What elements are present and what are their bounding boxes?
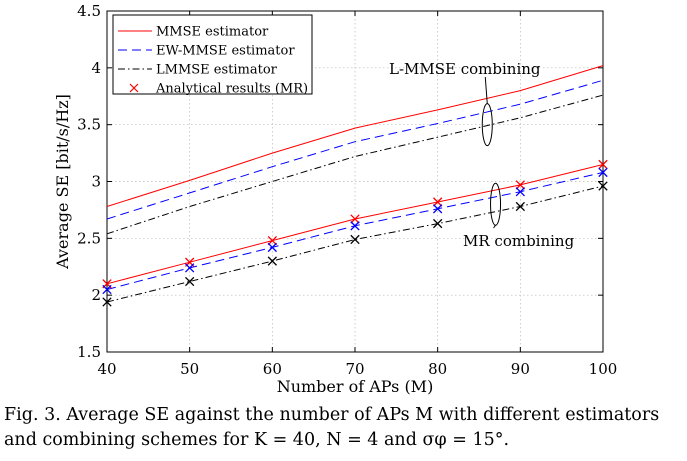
analytical-marker [433,204,443,214]
y-tick-label: 3 [91,173,101,191]
analytical-marker [433,218,443,229]
y-tick-label: 4 [91,59,101,77]
y-tick-label: 2.5 [77,229,101,247]
y-tick-label: 4.5 [77,2,101,20]
y-tick-label: 3.5 [77,116,101,134]
x-tick-label: 60 [263,360,282,378]
legend-entry-label: Analytical results (MR) [155,82,308,97]
analytical-marker [267,235,277,246]
legend-box [112,14,313,95]
analytical-marker [102,284,112,295]
analytical-marker [598,181,608,191]
analytical-marker [350,234,360,245]
analytical-marker [267,242,277,253]
caption-line-1: Fig. 3. Average SE against the number of… [4,405,660,425]
x-tick-label: 70 [345,360,364,378]
analytical-marker [515,187,525,197]
y-axis-label: Average SE [bit/s/Hz] [53,94,72,270]
analytical-marker [267,256,277,266]
analytical-marker [350,214,360,224]
x-tick-label: 50 [180,360,199,378]
x-tick-label: 90 [511,360,530,378]
mr-annotation: MR combining [463,232,575,250]
legend-entry-label: MMSE estimator [156,25,269,40]
analytical-marker [515,180,525,190]
analytical-marker [598,167,608,178]
legend-entry-label: EW-MMSE estimator [156,44,295,59]
analytical-marker [185,263,195,273]
chart: 40 50 60 70 80 90 100 1.5 2 2.5 3 3.5 4 4.5 Number of … [53,2,618,396]
series-line-lmmse-dashdot [106,94,604,235]
legend-marker-icon [129,83,139,93]
analytical-marker [598,159,608,170]
x-tick-label: 40 [97,360,116,378]
analytical-marker [515,201,525,212]
analytical-marker [185,276,195,287]
lmmse-annotation: L-MMSE combining [389,60,541,78]
series-line-lmmse-dashed [106,79,604,220]
x-tick-label: 100 [589,360,618,378]
analytical-marker [433,197,443,207]
analytical-marker [350,221,360,231]
caption-line-2: and combining schemes for K = 40, N = 4 … [4,430,510,450]
x-tick-label: 80 [428,360,447,378]
lmmse-annotation-pointer [484,76,488,104]
x-axis-label: Number of APs (M) [277,377,434,396]
legend: MMSE estimator EW-MMSE estimator LMMSE est… [112,14,313,97]
y-tick-label: 1.5 [77,343,101,361]
series-line-lmmse-solid [106,65,604,207]
y-tick-label: 2 [91,286,101,304]
analytical-marker [102,297,112,307]
mr-annotation-pointer [493,224,496,229]
legend-entry-label: LMMSE estimator [156,63,278,78]
figure-caption: Fig. 3. Average SE against the number of… [4,403,684,453]
